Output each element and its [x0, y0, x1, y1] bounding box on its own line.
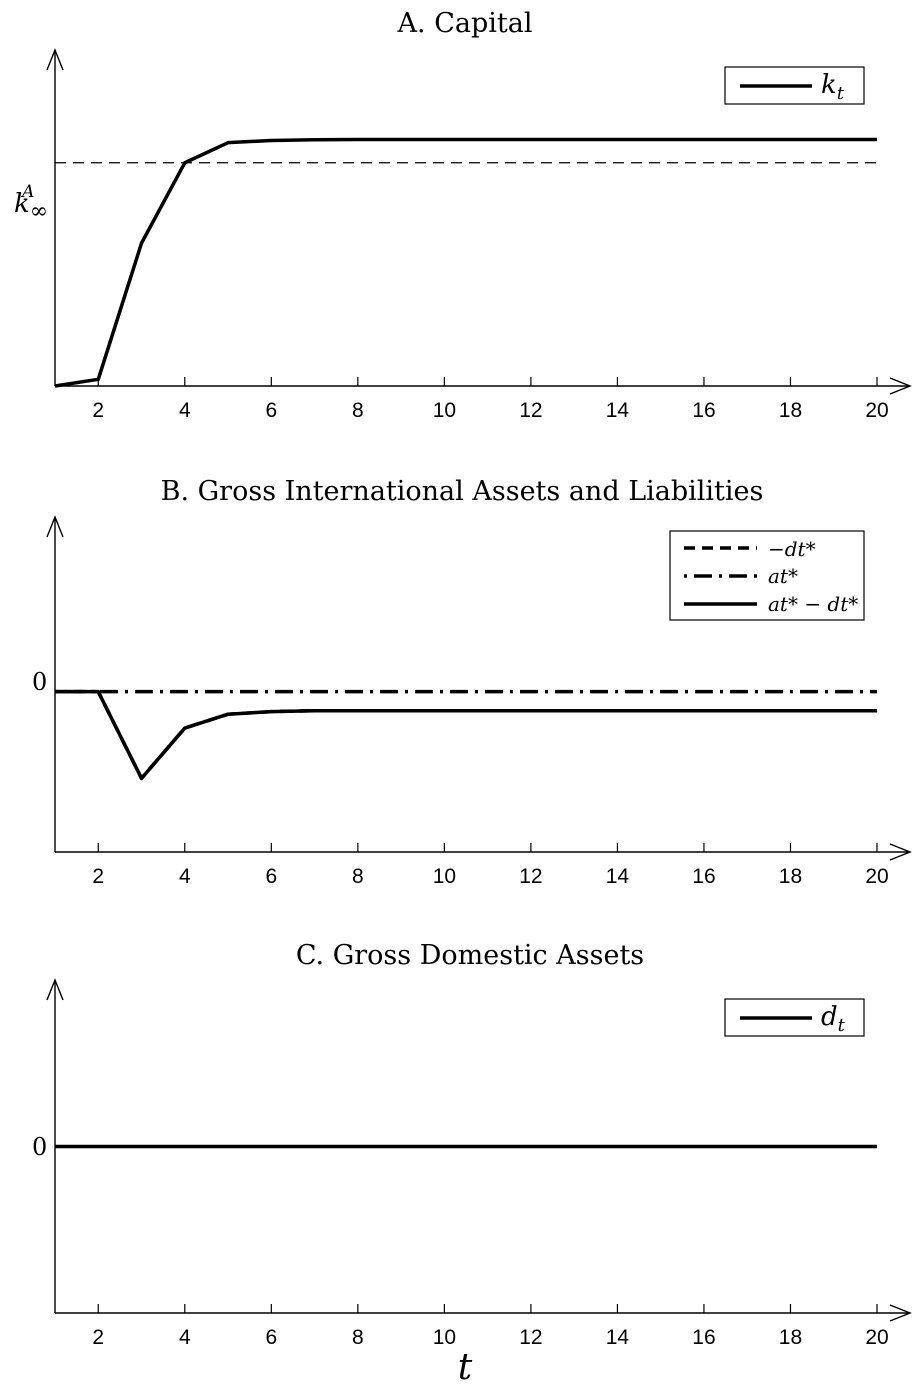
panel-c-x-tick-label: 6 — [265, 1326, 277, 1349]
panel-c-x-tick-label: 2 — [92, 1326, 104, 1349]
panel-b-legend-label-3: at* − dt* — [768, 592, 858, 616]
panel-a-x-ticks: 2 4 6 8 10 12 14 16 18 20 — [92, 377, 889, 422]
panel-a-x-tick-label: 18 — [779, 399, 802, 422]
panel-c-legend: dt — [724, 998, 865, 1037]
panel-a-reference-label-base: k — [14, 189, 30, 219]
panel-a-series-1-line — [54, 137, 877, 388]
panel-a-x-tick-label: 12 — [519, 399, 542, 422]
panel-b-legend-label-2: at* — [768, 564, 798, 588]
panel-c-legend-label: dt — [821, 1002, 846, 1036]
panel-c-x-tick-label: 12 — [519, 1326, 542, 1349]
panel-b-x-tick-label: 20 — [865, 865, 888, 888]
panel-c-title: C. Gross Domestic Assets — [296, 940, 644, 971]
panel-a: A. Capital 2 4 6 8 10 12 14 16 18 20 k∞A kt — [14, 8, 912, 422]
panel-a-legend-label: kt — [821, 70, 845, 104]
x-axis-label: t — [458, 1347, 473, 1387]
panel-c-x-tick-label: 18 — [779, 1326, 802, 1349]
panel-b-x-tick-label: 16 — [692, 865, 715, 888]
panel-b-x-tick-label: 2 — [92, 865, 104, 888]
panel-b-x-tick-label: 8 — [352, 865, 364, 888]
panel-b-x-tick-label: 12 — [519, 865, 542, 888]
panel-b-plot-area — [55, 689, 877, 781]
panel-a-title: A. Capital — [397, 8, 533, 39]
panel-a-reference-label-sup: A — [20, 182, 34, 202]
panel-b-x-axis-arrow — [889, 843, 912, 861]
panel-a-x-tick-label: 14 — [606, 399, 630, 422]
panel-b-series-3-line — [55, 689, 877, 781]
panel-c-y-axis-arrow — [46, 978, 64, 1001]
panel-c-x-tick-label: 16 — [692, 1326, 715, 1349]
panel-b-title: B. Gross International Assets and Liabil… — [161, 476, 764, 507]
panel-a-x-tick-label: 10 — [433, 399, 456, 422]
panel-a-reference-label-sub: ∞ — [30, 199, 48, 224]
panel-a-y-axis-arrow — [46, 48, 64, 71]
panel-c-y-tick-label: 0 — [32, 1133, 47, 1161]
panel-a-reference-label: k∞A — [14, 182, 48, 224]
panel-b-x-tick-label: 14 — [606, 865, 630, 888]
panel-b-y-axis-arrow — [46, 515, 64, 538]
panel-c-x-tick-label: 8 — [352, 1326, 364, 1349]
panel-a-x-axis-arrow — [889, 377, 912, 395]
panel-b-legend: −dt* at* at* − dt* — [669, 530, 865, 621]
panel-b-y-tick-label: 0 — [32, 668, 47, 696]
panel-b-legend-label-1: −dt* — [768, 537, 816, 561]
panel-a-x-tick-label: 16 — [692, 399, 715, 422]
panel-a-x-tick-label: 6 — [265, 399, 277, 422]
panel-c-x-tick-label: 14 — [606, 1326, 630, 1349]
panel-a-x-tick-label: 4 — [179, 399, 191, 422]
panel-b-x-tick-label: 4 — [179, 865, 191, 888]
panel-a-legend: kt — [724, 66, 865, 105]
panel-c-x-axis-arrow — [889, 1304, 912, 1322]
panel-c-x-tick-label: 10 — [433, 1326, 456, 1349]
panel-a-x-tick-label: 20 — [865, 399, 888, 422]
panel-b-x-ticks: 2 4 6 8 10 12 14 16 18 20 — [92, 843, 889, 888]
panel-a-x-tick-label: 2 — [92, 399, 104, 422]
panel-b: B. Gross International Assets and Liabil… — [32, 476, 912, 888]
panel-b-x-tick-label: 10 — [433, 865, 456, 888]
panel-c-x-ticks: 2 4 6 8 10 12 14 16 18 20 — [92, 1304, 889, 1349]
panel-a-plot-area — [54, 137, 877, 388]
panel-b-x-tick-label: 18 — [779, 865, 802, 888]
panel-c-x-tick-label: 4 — [179, 1326, 191, 1349]
panel-a-x-tick-label: 8 — [352, 399, 364, 422]
panel-c-x-tick-label: 20 — [865, 1326, 888, 1349]
panel-c: C. Gross Domestic Assets 2 4 6 8 10 12 14 16 18 2… — [32, 940, 912, 1387]
panel-b-x-tick-label: 6 — [265, 865, 277, 888]
